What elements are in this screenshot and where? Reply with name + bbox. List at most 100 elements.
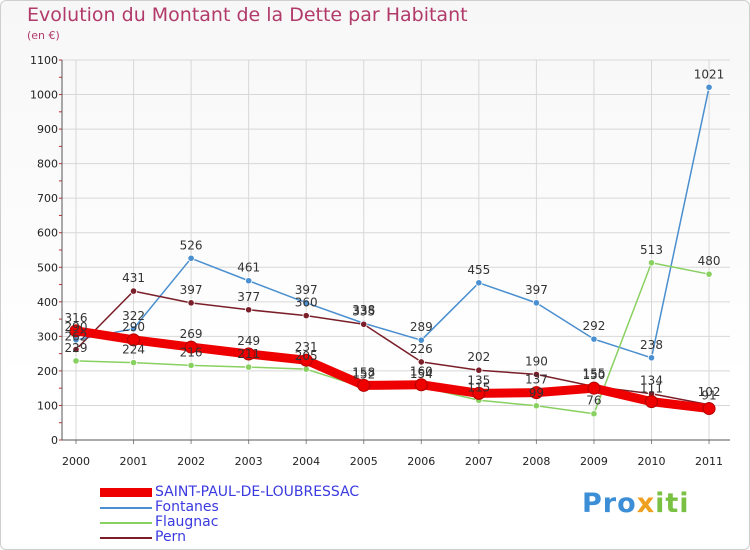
logo-letter: i bbox=[679, 488, 690, 519]
data-label-3: 155 bbox=[582, 366, 605, 380]
logo-letter: x bbox=[636, 488, 656, 519]
data-label-0: 160 bbox=[410, 365, 433, 379]
chart-unit: (en €) bbox=[27, 29, 60, 42]
series-line-0 bbox=[71, 326, 714, 414]
data-label-3: 431 bbox=[122, 271, 145, 285]
legend-label-2: Flaugnac bbox=[155, 514, 219, 530]
data-label-1: 292 bbox=[582, 319, 605, 333]
y-tick-label: 1100 bbox=[30, 54, 58, 67]
data-label-1: 289 bbox=[410, 320, 433, 334]
data-point-1 bbox=[129, 325, 138, 333]
data-point-0 bbox=[69, 324, 83, 338]
x-tick-label: 2004 bbox=[292, 455, 320, 468]
y-tick-label: 700 bbox=[37, 192, 58, 205]
data-point-2 bbox=[187, 361, 195, 369]
data-point-1 bbox=[590, 335, 598, 343]
legend-label-3: Pern bbox=[155, 529, 186, 545]
logo-letter: r bbox=[602, 488, 618, 519]
y-tick-label: 800 bbox=[37, 158, 58, 171]
data-point-0 bbox=[472, 386, 486, 400]
data-point-2 bbox=[647, 259, 656, 267]
data-label-2: 205 bbox=[295, 349, 318, 363]
data-label-1: 1021 bbox=[694, 67, 725, 81]
data-label-1: 290 bbox=[65, 320, 88, 334]
data-point-2 bbox=[532, 402, 541, 410]
logo-letter: o bbox=[617, 488, 637, 519]
data-label-0: 91 bbox=[701, 389, 716, 403]
data-point-1 bbox=[245, 277, 253, 285]
legend-item-2: Flaugnac bbox=[100, 514, 400, 531]
data-label-3: 262 bbox=[65, 329, 88, 343]
data-label-2: 224 bbox=[122, 343, 145, 357]
data-label-0: 135 bbox=[467, 373, 490, 387]
data-label-1: 397 bbox=[295, 283, 318, 297]
data-label-1: 461 bbox=[237, 261, 260, 275]
data-point-0 bbox=[299, 353, 313, 367]
x-tick-label: 2003 bbox=[235, 455, 263, 468]
x-tick-label: 2009 bbox=[580, 455, 608, 468]
proxiti-logo: Proxiti bbox=[582, 488, 690, 519]
data-point-0 bbox=[645, 395, 658, 409]
data-point-1 bbox=[532, 299, 541, 307]
legend-item-1: Fontanes bbox=[100, 499, 400, 516]
data-label-1: 397 bbox=[525, 283, 548, 297]
data-point-2 bbox=[129, 359, 138, 367]
chart-title: Evolution du Montant de la Dette par Hab… bbox=[27, 4, 468, 26]
data-label-2: 115 bbox=[467, 380, 490, 394]
y-tick-label: 400 bbox=[37, 296, 58, 309]
data-label-3: 134 bbox=[640, 374, 663, 388]
data-point-1 bbox=[417, 336, 425, 344]
data-label-2: 154 bbox=[410, 367, 433, 381]
data-label-2: 99 bbox=[529, 386, 544, 400]
y-tick-label: 1000 bbox=[30, 89, 58, 102]
data-label-1: 338 bbox=[352, 303, 375, 317]
data-label-3: 102 bbox=[698, 385, 721, 399]
data-label-0: 269 bbox=[180, 327, 203, 341]
data-label-0: 231 bbox=[295, 340, 318, 354]
data-point-3 bbox=[417, 358, 425, 366]
data-label-3: 190 bbox=[525, 354, 548, 368]
axes: 0 100 200 300 400 500 600 700 800 900 1000 1100 2000… bbox=[30, 54, 730, 468]
y-tick-label: 200 bbox=[37, 365, 58, 378]
data-point-3 bbox=[187, 299, 195, 307]
x-tick-label: 2006 bbox=[407, 455, 435, 468]
data-point-0 bbox=[127, 333, 141, 347]
legend-swatch-3 bbox=[100, 537, 152, 539]
data-label-2: 513 bbox=[640, 243, 663, 257]
data-label-2: 211 bbox=[237, 347, 260, 361]
x-tick-label: 2008 bbox=[522, 455, 550, 468]
data-point-2 bbox=[590, 410, 598, 418]
data-point-3 bbox=[360, 320, 368, 328]
logo-letter: i bbox=[655, 488, 666, 519]
data-label-1: 526 bbox=[180, 238, 203, 252]
data-label-0: 316 bbox=[65, 311, 88, 325]
logo-letter: P bbox=[582, 488, 603, 519]
x-tick-label: 2005 bbox=[350, 455, 378, 468]
data-label-2: 216 bbox=[180, 345, 203, 359]
data-label-0: 137 bbox=[525, 373, 548, 387]
data-label-2: 76 bbox=[586, 394, 601, 408]
data-point-3 bbox=[475, 366, 483, 374]
data-label-0: 150 bbox=[582, 368, 605, 382]
y-tick-label: 300 bbox=[37, 330, 58, 343]
x-tick-label: 2010 bbox=[638, 455, 666, 468]
data-point-2 bbox=[705, 270, 713, 278]
data-label-1: 238 bbox=[640, 338, 663, 352]
data-point-2 bbox=[72, 357, 80, 365]
y-tick-label: 0 bbox=[51, 434, 58, 447]
data-point-0 bbox=[587, 381, 601, 395]
legend-swatch-2 bbox=[100, 522, 152, 524]
y-tick-label: 600 bbox=[37, 227, 58, 240]
data-point-2 bbox=[245, 363, 253, 371]
x-tick-label: 2001 bbox=[120, 455, 148, 468]
data-point-0 bbox=[184, 340, 198, 354]
data-point-3 bbox=[302, 312, 310, 320]
legend-label-1: Fontanes bbox=[155, 499, 219, 515]
data-point-0 bbox=[357, 378, 371, 392]
data-label-0: 290 bbox=[122, 320, 145, 334]
legend-item-3: Pern bbox=[100, 529, 400, 546]
x-tick-label: 2011 bbox=[695, 455, 723, 468]
y-tick-label: 500 bbox=[37, 261, 58, 274]
